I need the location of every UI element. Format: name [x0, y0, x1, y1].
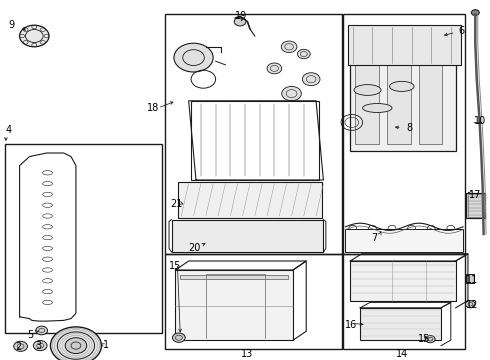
Circle shape: [425, 336, 435, 343]
Bar: [419, 40, 442, 144]
Bar: [175, 270, 293, 340]
Bar: [360, 308, 441, 340]
Circle shape: [36, 326, 48, 335]
Circle shape: [297, 49, 310, 59]
Ellipse shape: [390, 81, 414, 91]
Bar: [466, 274, 474, 283]
Text: 13: 13: [241, 348, 253, 359]
Circle shape: [234, 17, 246, 26]
Bar: [350, 261, 456, 301]
Text: 11: 11: [466, 275, 478, 285]
Bar: [165, 14, 342, 254]
Text: 10: 10: [474, 116, 487, 126]
Circle shape: [281, 41, 297, 53]
Bar: [345, 229, 463, 252]
Text: 20: 20: [189, 243, 201, 253]
Ellipse shape: [363, 104, 392, 112]
Text: 3: 3: [35, 341, 41, 351]
Circle shape: [172, 333, 185, 342]
Text: 15: 15: [169, 261, 181, 271]
Bar: [191, 101, 318, 180]
Text: 18: 18: [147, 103, 159, 113]
Bar: [355, 40, 379, 144]
Bar: [343, 254, 465, 349]
Bar: [172, 220, 323, 252]
Bar: [387, 40, 411, 144]
Text: 21: 21: [171, 199, 183, 210]
Circle shape: [50, 327, 101, 360]
Circle shape: [471, 10, 479, 15]
Text: 7: 7: [371, 233, 378, 243]
Bar: [468, 194, 484, 217]
Circle shape: [174, 43, 213, 72]
Circle shape: [20, 25, 49, 47]
Text: 17: 17: [469, 190, 482, 200]
Text: 4: 4: [6, 125, 12, 135]
Circle shape: [14, 341, 27, 351]
Bar: [348, 25, 461, 65]
Text: 6: 6: [458, 26, 465, 36]
Circle shape: [282, 86, 301, 101]
Bar: [180, 275, 288, 279]
Text: 1: 1: [103, 340, 109, 350]
Bar: [5, 144, 162, 333]
Circle shape: [302, 73, 320, 86]
Circle shape: [267, 63, 282, 74]
Circle shape: [33, 341, 47, 351]
Text: 2: 2: [16, 342, 22, 352]
Text: 16: 16: [344, 320, 357, 330]
Bar: [178, 182, 322, 218]
Text: 14: 14: [396, 348, 408, 359]
Text: 5: 5: [27, 330, 33, 340]
Bar: [466, 193, 485, 218]
Bar: [165, 254, 342, 349]
Ellipse shape: [354, 85, 381, 95]
Circle shape: [65, 338, 87, 354]
Bar: [343, 14, 465, 254]
Text: 15: 15: [418, 334, 430, 344]
Text: 12: 12: [466, 300, 478, 310]
Bar: [350, 27, 456, 151]
Text: 19: 19: [235, 11, 247, 21]
Text: 9: 9: [9, 20, 15, 30]
Text: 8: 8: [407, 123, 413, 133]
Circle shape: [466, 301, 475, 308]
